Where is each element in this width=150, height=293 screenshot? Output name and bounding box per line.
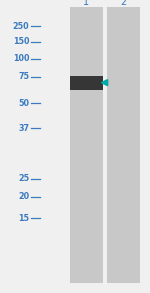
Text: 75: 75 xyxy=(18,72,29,81)
Text: 2: 2 xyxy=(121,0,127,7)
Text: 50: 50 xyxy=(18,99,29,108)
Text: 250: 250 xyxy=(13,22,29,31)
Text: 100: 100 xyxy=(13,54,29,63)
Text: 150: 150 xyxy=(13,37,29,46)
Text: 1: 1 xyxy=(83,0,89,7)
Text: 25: 25 xyxy=(18,174,29,183)
Bar xyxy=(107,7,140,283)
Text: 15: 15 xyxy=(18,214,29,223)
Bar xyxy=(70,76,103,90)
Text: 37: 37 xyxy=(18,124,29,133)
Text: 20: 20 xyxy=(18,193,29,201)
Bar xyxy=(70,7,103,283)
